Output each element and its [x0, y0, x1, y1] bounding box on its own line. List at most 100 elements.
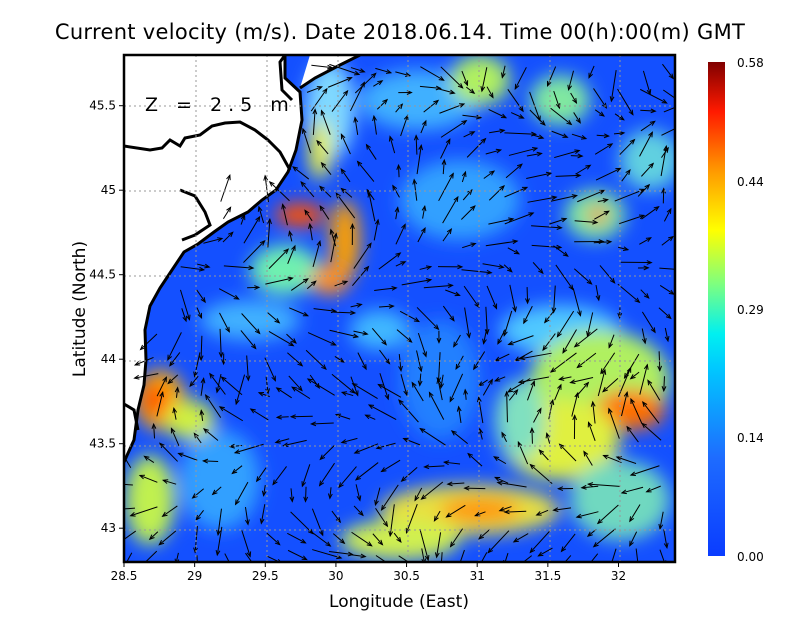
velocity-arrow: [478, 528, 491, 540]
velocity-arrow: [503, 264, 513, 273]
velocity-arrow: [144, 550, 158, 562]
velocity-arrow: [482, 263, 505, 269]
velocity-arrow: [442, 305, 455, 322]
velocity-arrow: [234, 481, 249, 506]
velocity-arrow: [441, 158, 447, 175]
colorbar-tick-label: 0.44: [737, 175, 764, 189]
velocity-arrow: [350, 222, 355, 245]
velocity-arrow: [423, 464, 445, 470]
velocity-arrow: [193, 525, 198, 554]
velocity-arrow: [235, 374, 246, 406]
velocity-arrow: [507, 247, 521, 255]
velocity-arrow: [353, 443, 379, 454]
velocity-arrow: [261, 485, 267, 497]
velocity-arrow: [558, 376, 572, 381]
velocity-arrow: [433, 510, 441, 522]
velocity-arrow: [416, 307, 440, 331]
velocity-arrow: [533, 407, 542, 423]
velocity-arrow: [353, 116, 359, 135]
velocity-arrow: [608, 407, 620, 439]
velocity-arrow: [661, 376, 667, 393]
x-axis-label: Longitude (East): [329, 592, 469, 612]
velocity-arrow: [353, 505, 364, 517]
velocity-arrow: [640, 108, 657, 114]
velocity-arrow: [514, 67, 527, 90]
velocity-arrow: [640, 120, 656, 132]
velocity-arrow: [400, 374, 408, 397]
velocity-arrow: [535, 509, 549, 516]
velocity-arrow: [379, 349, 391, 365]
velocity-arrow: [211, 486, 222, 496]
velocity-arrow: [274, 438, 290, 444]
velocity-arrow: [586, 529, 597, 537]
velocity-arrow: [570, 153, 584, 159]
velocity-arrow: [329, 63, 361, 76]
velocity-arrow: [200, 377, 206, 396]
velocity-arrow: [456, 405, 462, 424]
velocity-arrow: [482, 329, 488, 345]
velocity-arrow: [647, 379, 661, 401]
velocity-arrow: [597, 198, 609, 203]
velocity-arrow: [640, 289, 650, 299]
velocity-arrow: [161, 505, 178, 517]
velocity-arrow: [320, 109, 331, 135]
x-tick-label: 31: [470, 569, 485, 583]
velocity-arrow: [292, 166, 310, 180]
y-tick-label: 45: [101, 183, 116, 197]
velocity-arrow: [586, 312, 594, 338]
velocity-arrow: [399, 310, 421, 323]
velocity-arrow: [617, 246, 630, 251]
velocity-arrow: [181, 308, 187, 323]
velocity-arrow: [255, 467, 267, 483]
velocity-arrow: [617, 283, 641, 304]
velocity-arrow: [663, 529, 669, 549]
velocity-arrow: [440, 552, 443, 562]
velocity-arrow: [553, 90, 561, 110]
velocity-arrow: [480, 552, 488, 562]
velocity-arrow: [156, 391, 165, 417]
velocity-arrow: [554, 383, 562, 401]
velocity-arrow: [461, 269, 493, 275]
velocity-arrow: [268, 248, 290, 269]
velocity-arrow: [577, 189, 606, 203]
velocity-arrow: [442, 228, 453, 242]
velocity-arrow: [488, 217, 515, 225]
velocity-arrow: [542, 333, 556, 352]
velocity-arrow: [291, 386, 311, 400]
y-tick-label: 43.5: [89, 437, 116, 451]
velocity-arrow: [597, 368, 607, 397]
velocity-arrow: [459, 549, 465, 562]
velocity-arrow: [526, 151, 543, 157]
velocity-arrow: [562, 329, 577, 354]
velocity-arrow: [388, 504, 395, 538]
depth-label: Z = 2.5 m: [145, 94, 295, 116]
velocity-arrow: [629, 504, 641, 523]
velocity-arrow: [570, 92, 578, 105]
velocity-arrow: [446, 481, 465, 487]
velocity-arrow: [388, 135, 396, 154]
velocity-arrow: [517, 376, 550, 384]
velocity-arrow: [313, 308, 338, 314]
velocity-arrow: [420, 66, 445, 81]
velocity-arrow: [460, 205, 476, 220]
chart-title: Current velocity (m/s). Date 2018.06.14.…: [54, 20, 746, 44]
velocity-arrow: [571, 391, 580, 417]
velocity-arrow: [170, 427, 180, 447]
velocity-arrow: [191, 488, 204, 499]
colorbar-tick-label: 0.14: [737, 431, 764, 445]
velocity-arrow: [455, 355, 464, 371]
velocity-arrow: [355, 484, 362, 502]
velocity-arrow: [525, 287, 530, 305]
velocity-arrow: [434, 532, 442, 559]
velocity-arrow: [319, 444, 335, 461]
velocity-arrow: [287, 352, 304, 367]
velocity-arrow: [193, 352, 201, 378]
velocity-arrow: [374, 487, 381, 507]
velocity-arrow: [504, 212, 535, 225]
velocity-arrow: [439, 103, 466, 114]
velocity-arrow: [450, 430, 468, 444]
velocity-arrow: [263, 174, 269, 203]
velocity-arrow: [595, 284, 601, 302]
velocity-arrow: [572, 414, 578, 439]
velocity-arrow: [289, 307, 310, 317]
